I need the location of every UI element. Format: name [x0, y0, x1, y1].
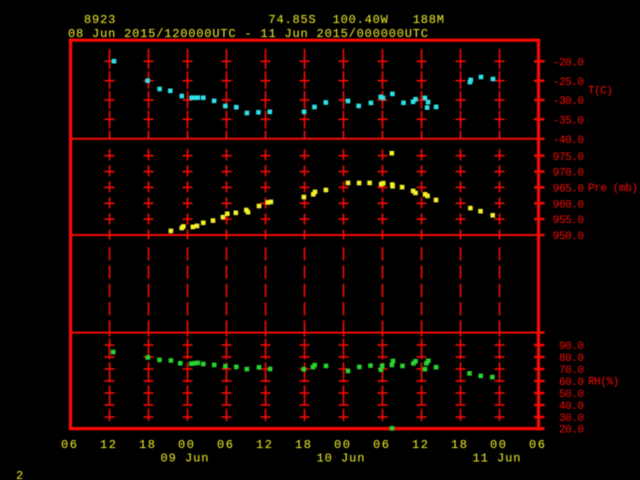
svg-text:955.0: 955.0: [553, 215, 584, 227]
svg-text:-35.0: -35.0: [553, 115, 584, 127]
svg-text:950.0: 950.0: [553, 231, 584, 243]
svg-text:965.0: 965.0: [553, 184, 584, 196]
svg-text:-40.0: -40.0: [553, 135, 584, 147]
svg-text:00: 00: [334, 438, 350, 452]
svg-text:70.0: 70.0: [559, 365, 584, 377]
svg-text:06: 06: [373, 438, 389, 452]
svg-text:50.0: 50.0: [559, 389, 584, 401]
svg-text:18: 18: [451, 438, 467, 452]
svg-text:970.0: 970.0: [553, 168, 584, 180]
svg-text:90.0: 90.0: [559, 341, 584, 353]
svg-text:60.0: 60.0: [559, 377, 584, 389]
svg-text:RH(%): RH(%): [588, 377, 619, 389]
svg-text:11 Jun: 11 Jun: [473, 451, 521, 465]
svg-text:2: 2: [16, 469, 23, 480]
svg-text:960.0: 960.0: [553, 199, 584, 211]
svg-text:40.0: 40.0: [559, 401, 584, 413]
svg-text:00: 00: [490, 438, 506, 452]
svg-text:06: 06: [529, 438, 545, 452]
svg-text:18: 18: [139, 438, 155, 452]
svg-text:80.0: 80.0: [559, 353, 584, 365]
svg-text:18: 18: [295, 438, 311, 452]
svg-text:30.0: 30.0: [559, 413, 584, 425]
svg-text:8923 74.85S: 8923 74.85S 100.40W 188M: [68, 13, 444, 27]
svg-text:12: 12: [100, 438, 116, 452]
svg-text:12: 12: [256, 438, 272, 452]
svg-text:T(C): T(C): [588, 86, 613, 98]
svg-text:09 Jun: 09 Jun: [161, 451, 209, 465]
svg-text:20.0: 20.0: [559, 425, 584, 437]
svg-text:00: 00: [178, 438, 194, 452]
svg-text:-20.0: -20.0: [553, 57, 584, 69]
svg-text:12: 12: [412, 438, 428, 452]
svg-text:Pre (mb): Pre (mb): [588, 183, 638, 195]
svg-text:-30.0: -30.0: [553, 96, 584, 108]
svg-text:975.0: 975.0: [553, 152, 584, 164]
svg-text:10 Jun: 10 Jun: [317, 451, 365, 465]
svg-text:06: 06: [217, 438, 233, 452]
svg-text:-25.0: -25.0: [553, 77, 584, 89]
svg-text:08 Jun 2015/120000UTC - 11 Jun: 08 Jun 2015/120000UTC - 11 Jun 2015/0000…: [68, 27, 428, 41]
svg-text:06: 06: [61, 438, 77, 452]
